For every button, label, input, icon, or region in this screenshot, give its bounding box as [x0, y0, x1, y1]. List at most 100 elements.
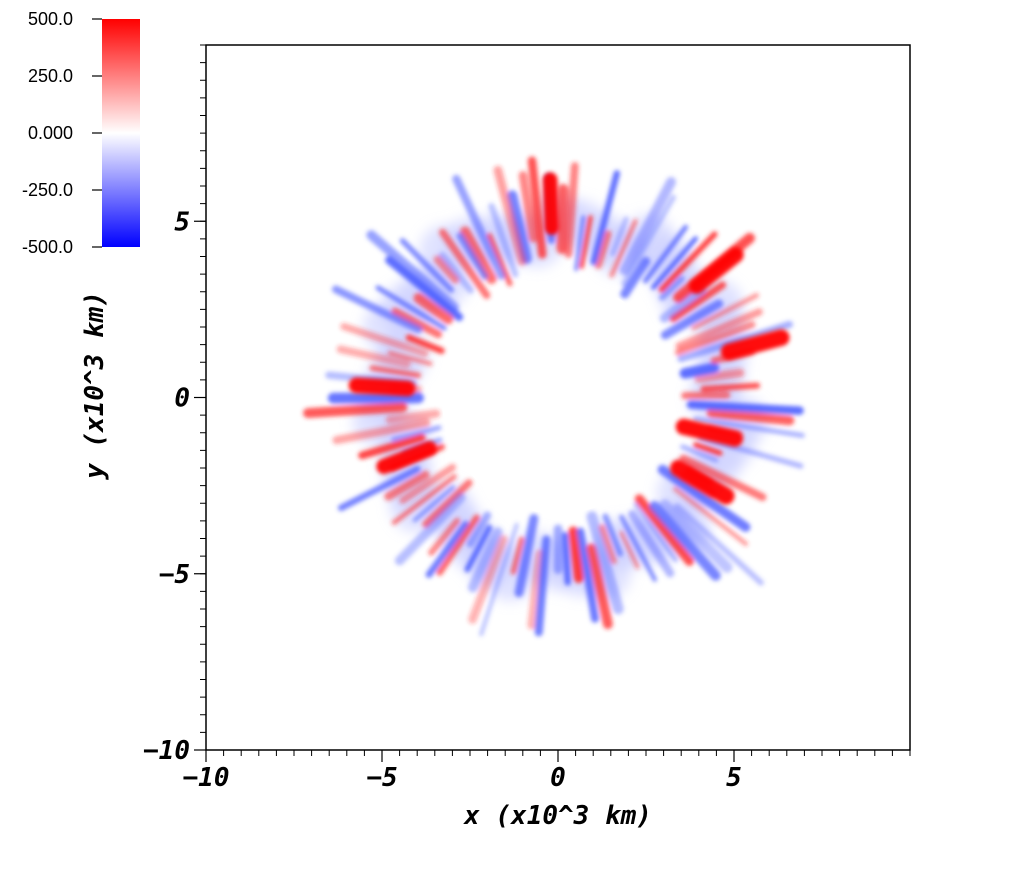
- positive-streak: [510, 536, 525, 575]
- negative-streak: [452, 174, 506, 280]
- colorbar-tick-label: 0.000: [28, 123, 73, 143]
- negative-streak: [399, 237, 455, 293]
- positive-streak: [556, 183, 569, 255]
- positive-streak: [486, 232, 513, 287]
- positive-streak: [391, 307, 443, 339]
- negative-streak: [620, 256, 651, 299]
- colorbar-tick-label: -250.0: [22, 180, 73, 200]
- negative-streak: [602, 513, 624, 557]
- negative-streak: [686, 400, 804, 415]
- positive-streak: [675, 308, 763, 350]
- positive-streak: [672, 486, 749, 547]
- positive-streak: [634, 494, 694, 566]
- y-axis-label: y (x10^3 km): [80, 291, 110, 481]
- negative-streak: [649, 501, 721, 581]
- positive-streak: [336, 345, 411, 368]
- positive-streak: [399, 463, 457, 504]
- positive-streak: [405, 334, 445, 355]
- negative-streak: [674, 503, 764, 586]
- plot-area: −10 −5 0 5 −10 −5 0 5: [143, 44, 911, 793]
- positive-streak: [468, 535, 508, 624]
- negative-streak: [466, 511, 492, 548]
- negative-streak: [464, 524, 493, 573]
- negative-streak: [642, 224, 689, 284]
- positive-streak: [518, 171, 538, 243]
- peak-feature: [542, 172, 560, 235]
- negative-streak: [651, 236, 698, 290]
- negative-streak: [456, 232, 489, 280]
- negative-streak: [657, 464, 751, 532]
- peak-feature: [720, 329, 790, 360]
- positive-streak: [694, 368, 745, 383]
- x-tick-label: −10: [183, 763, 230, 793]
- negative-streak: [659, 285, 706, 323]
- negative-streak: [507, 190, 532, 264]
- positive-streak: [439, 228, 491, 299]
- positive-streak: [598, 524, 617, 565]
- colorbar-gradient: [102, 19, 140, 247]
- y-tick-label: −10: [143, 736, 190, 766]
- peak-feature: [670, 459, 735, 505]
- negative-streak: [425, 520, 469, 578]
- positive-streak: [658, 231, 718, 293]
- peak-feature: [675, 418, 744, 447]
- negative-streak: [679, 362, 720, 379]
- negative-streak: [660, 299, 724, 340]
- negative-streak: [659, 499, 733, 573]
- heatmap-field: [303, 156, 805, 637]
- negative-streak: [488, 202, 519, 278]
- negative-streak: [619, 514, 658, 582]
- positive-streak: [303, 402, 408, 419]
- peak-feature: [689, 247, 744, 294]
- negative-streak: [610, 216, 629, 257]
- negative-streak: [620, 194, 676, 287]
- positive-streak: [619, 530, 640, 570]
- positive-streak: [691, 292, 759, 331]
- positive-streak: [358, 433, 426, 460]
- negative-streak: [658, 275, 685, 301]
- negative-streak: [412, 485, 456, 523]
- positive-streak: [609, 218, 638, 278]
- positive-streak: [436, 514, 480, 576]
- field-streaks: [303, 156, 805, 637]
- y-tick-label: 0: [174, 384, 190, 414]
- positive-streak: [679, 454, 767, 502]
- positive-streak: [568, 526, 584, 584]
- colorbar-tick-label: 250.0: [28, 66, 73, 86]
- negative-streak: [619, 176, 677, 276]
- positive-streak: [340, 322, 429, 357]
- positive-streak: [428, 517, 461, 556]
- negative-streak: [385, 256, 464, 322]
- positive-streak: [459, 226, 497, 285]
- negative-streak: [590, 170, 621, 266]
- colorbar: 500.0 250.0 0.000 -250.0 -500.0: [22, 9, 140, 257]
- positive-streak: [493, 165, 527, 266]
- peak-feature: [376, 440, 437, 474]
- positive-streak: [385, 409, 441, 424]
- positive-streak: [700, 382, 761, 392]
- negative-streak: [375, 285, 447, 331]
- negative-streak: [628, 509, 675, 578]
- positive-streak: [669, 281, 727, 323]
- positive-streak: [579, 215, 593, 270]
- x-axis-label: x (x10^3 km): [463, 801, 652, 831]
- positive-streak: [674, 321, 756, 356]
- positive-streak: [391, 474, 457, 525]
- negative-streak: [479, 522, 519, 637]
- empty-core: [441, 281, 675, 514]
- negative-streak: [438, 251, 474, 294]
- positive-streak: [586, 543, 613, 630]
- negative-streak: [586, 511, 624, 615]
- x-tick-label: 5: [726, 763, 742, 793]
- positive-streak: [594, 230, 612, 269]
- positive-streak: [564, 162, 579, 258]
- positive-streak: [527, 549, 545, 630]
- x-axis-ticks: −10 −5 0 5: [183, 750, 742, 793]
- negative-streak: [366, 230, 460, 313]
- negative-streak: [680, 444, 719, 463]
- negative-streak: [534, 535, 551, 637]
- negative-streak: [467, 527, 503, 593]
- negative-streak: [574, 215, 586, 272]
- field-peaks: [348, 172, 790, 505]
